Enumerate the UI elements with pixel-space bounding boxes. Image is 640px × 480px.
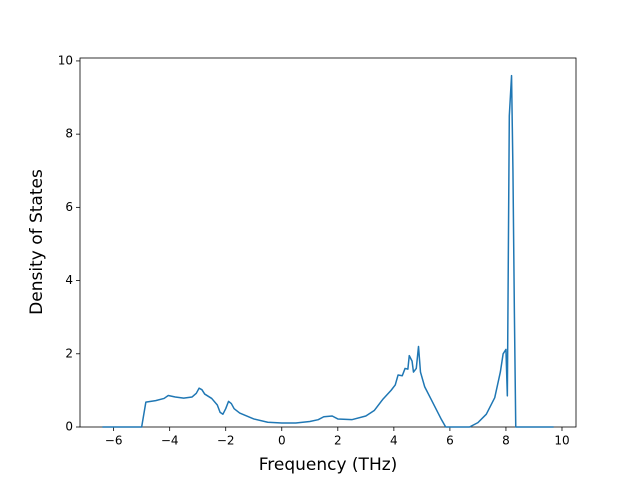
y-tick-label: 2	[65, 346, 73, 360]
line	[102, 74, 554, 428]
x-tick-label: 8	[502, 434, 510, 448]
x-tick-label: 2	[334, 434, 342, 448]
y-tick-label: 6	[65, 200, 73, 214]
x-axis-label: Frequency (THz)	[259, 455, 398, 475]
x-tick-label: 4	[390, 434, 398, 448]
y-tick-label: 8	[65, 127, 73, 141]
x-tick-label: −6	[105, 434, 123, 448]
x-tick-label: −4	[161, 434, 179, 448]
x-tick-label: 0	[278, 434, 286, 448]
y-tick-label: 0	[65, 420, 73, 434]
x-tick-label: 10	[554, 434, 569, 448]
x-tick-label: 6	[446, 434, 454, 448]
x-tick-label: −2	[217, 434, 235, 448]
plot-frame	[79, 57, 577, 428]
y-tick-label: 10	[58, 53, 73, 67]
y-tick-label: 4	[65, 273, 73, 287]
y-axis-label: Density of States	[27, 169, 47, 315]
